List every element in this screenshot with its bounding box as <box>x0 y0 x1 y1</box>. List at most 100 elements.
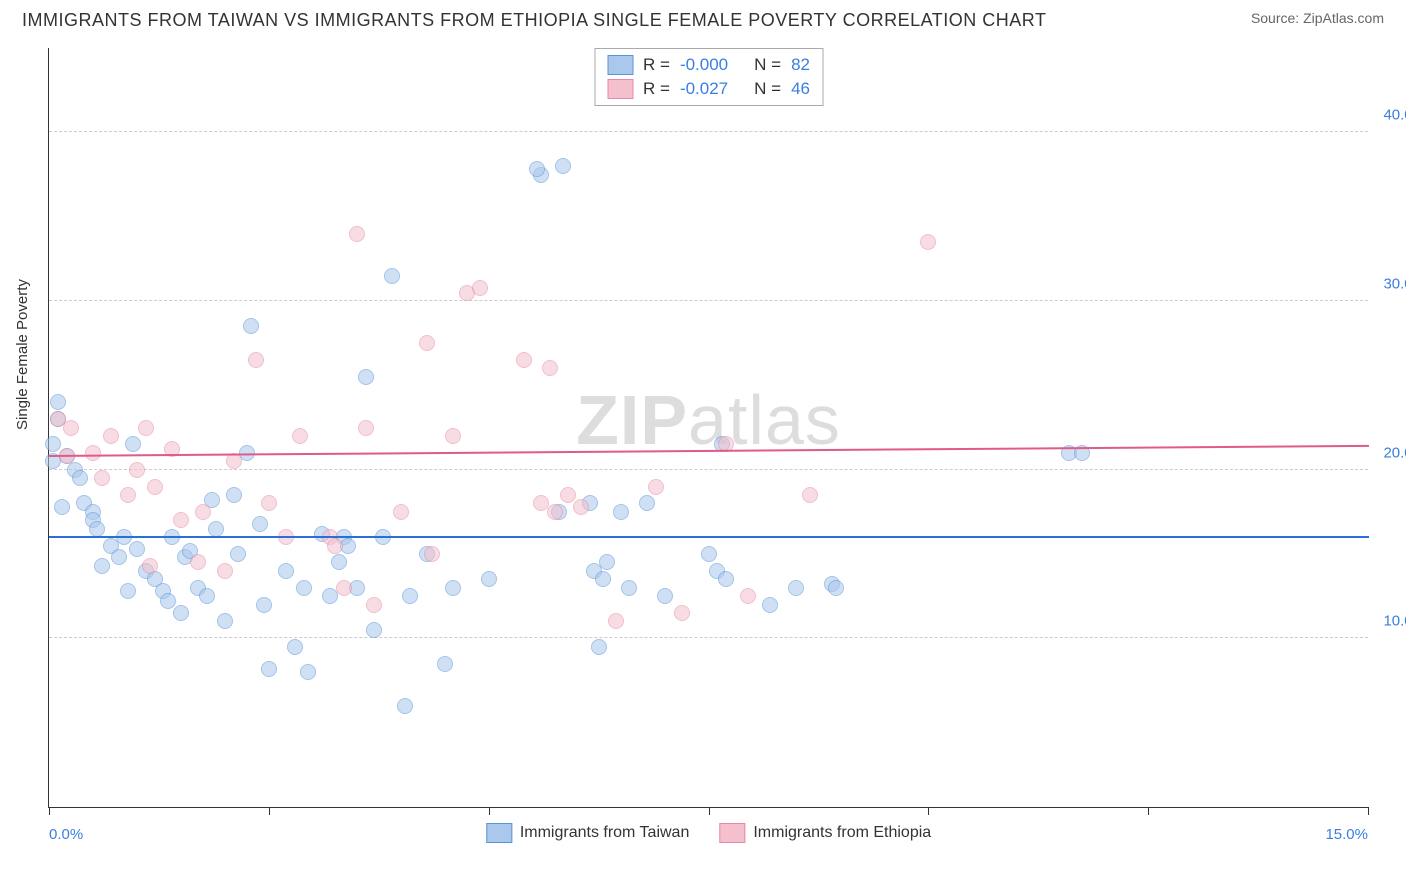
data-point <box>94 470 110 486</box>
data-point <box>173 512 189 528</box>
data-point <box>292 428 308 444</box>
data-point <box>542 360 558 376</box>
data-point <box>762 597 778 613</box>
legend-row-ethiopia: R = -0.027 N = 46 <box>607 77 810 101</box>
legend-row-taiwan: R = -0.000 N = 82 <box>607 53 810 77</box>
data-point <box>261 495 277 511</box>
data-point <box>243 318 259 334</box>
y-tick-label: 20.0% <box>1383 444 1406 461</box>
data-point <box>445 428 461 444</box>
n-label: N = <box>754 55 781 75</box>
swatch-taiwan <box>607 55 633 75</box>
y-tick-label: 10.0% <box>1383 613 1406 630</box>
data-point <box>252 516 268 532</box>
data-point <box>366 622 382 638</box>
data-point <box>195 504 211 520</box>
data-point <box>424 546 440 562</box>
data-point <box>639 495 655 511</box>
data-point <box>472 280 488 296</box>
data-point <box>129 541 145 557</box>
data-point <box>217 563 233 579</box>
legend-label-ethiopia: Immigrants from Ethiopia <box>753 824 931 842</box>
data-point <box>199 588 215 604</box>
chart-frame: ZIPatlas 10.0%20.0%30.0%40.0% R = -0.000… <box>48 48 1368 808</box>
data-point <box>72 470 88 486</box>
watermark: ZIPatlas <box>576 380 841 460</box>
data-point <box>516 352 532 368</box>
data-point <box>89 521 105 537</box>
x-tick <box>709 807 710 815</box>
data-point <box>94 558 110 574</box>
x-tick <box>1368 807 1369 815</box>
y-tick-label: 30.0% <box>1383 276 1406 293</box>
gridline-h <box>49 637 1368 638</box>
data-point <box>50 394 66 410</box>
plot-area: ZIPatlas 10.0%20.0%30.0%40.0% <box>49 48 1368 807</box>
x-label-max: 15.0% <box>1325 826 1368 843</box>
data-point <box>138 420 154 436</box>
data-point <box>366 597 382 613</box>
x-tick <box>269 807 270 815</box>
data-point <box>230 546 246 562</box>
data-point <box>129 462 145 478</box>
data-point <box>547 504 563 520</box>
data-point <box>147 479 163 495</box>
data-point <box>120 487 136 503</box>
title-bar: IMMIGRANTS FROM TAIWAN VS IMMIGRANTS FRO… <box>0 0 1406 31</box>
data-point <box>573 499 589 515</box>
data-point <box>613 504 629 520</box>
data-point <box>621 580 637 596</box>
swatch-ethiopia <box>607 79 633 99</box>
data-point <box>278 563 294 579</box>
gridline-h <box>49 131 1368 132</box>
data-point <box>358 420 374 436</box>
data-point <box>248 352 264 368</box>
data-point <box>327 538 343 554</box>
data-point <box>287 639 303 655</box>
data-point <box>920 234 936 250</box>
data-point <box>657 588 673 604</box>
data-point <box>718 571 734 587</box>
data-point <box>208 521 224 537</box>
data-point <box>595 571 611 587</box>
gridline-h <box>49 469 1368 470</box>
data-point <box>828 580 844 596</box>
x-label-min: 0.0% <box>49 826 83 843</box>
data-point <box>261 661 277 677</box>
chart-title: IMMIGRANTS FROM TAIWAN VS IMMIGRANTS FRO… <box>22 10 1046 31</box>
data-point <box>529 161 545 177</box>
data-point <box>111 549 127 565</box>
data-point <box>173 605 189 621</box>
y-axis-title: Single Female Poverty <box>14 279 31 430</box>
r-value-taiwan: -0.000 <box>680 55 728 75</box>
data-point <box>226 487 242 503</box>
data-point <box>701 546 717 562</box>
data-point <box>256 597 272 613</box>
data-point <box>63 420 79 436</box>
r-label: R = <box>643 79 670 99</box>
data-point <box>103 428 119 444</box>
n-value-ethiopia: 46 <box>791 79 810 99</box>
data-point <box>437 656 453 672</box>
data-point <box>674 605 690 621</box>
n-label: N = <box>754 79 781 99</box>
data-point <box>608 613 624 629</box>
data-point <box>85 445 101 461</box>
data-point <box>125 436 141 452</box>
y-tick-label: 40.0% <box>1383 107 1406 124</box>
legend-item-ethiopia: Immigrants from Ethiopia <box>719 823 931 843</box>
data-point <box>599 554 615 570</box>
legend-series: Immigrants from Taiwan Immigrants from E… <box>486 823 931 843</box>
swatch-taiwan-bottom <box>486 823 512 843</box>
legend-label-taiwan: Immigrants from Taiwan <box>520 824 690 842</box>
data-point <box>397 698 413 714</box>
data-point <box>300 664 316 680</box>
x-tick <box>928 807 929 815</box>
data-point <box>555 158 571 174</box>
data-point <box>54 499 70 515</box>
legend-correlation-box: R = -0.000 N = 82 R = -0.027 N = 46 <box>594 48 823 106</box>
data-point <box>120 583 136 599</box>
data-point <box>217 613 233 629</box>
x-tick <box>489 807 490 815</box>
data-point <box>331 554 347 570</box>
